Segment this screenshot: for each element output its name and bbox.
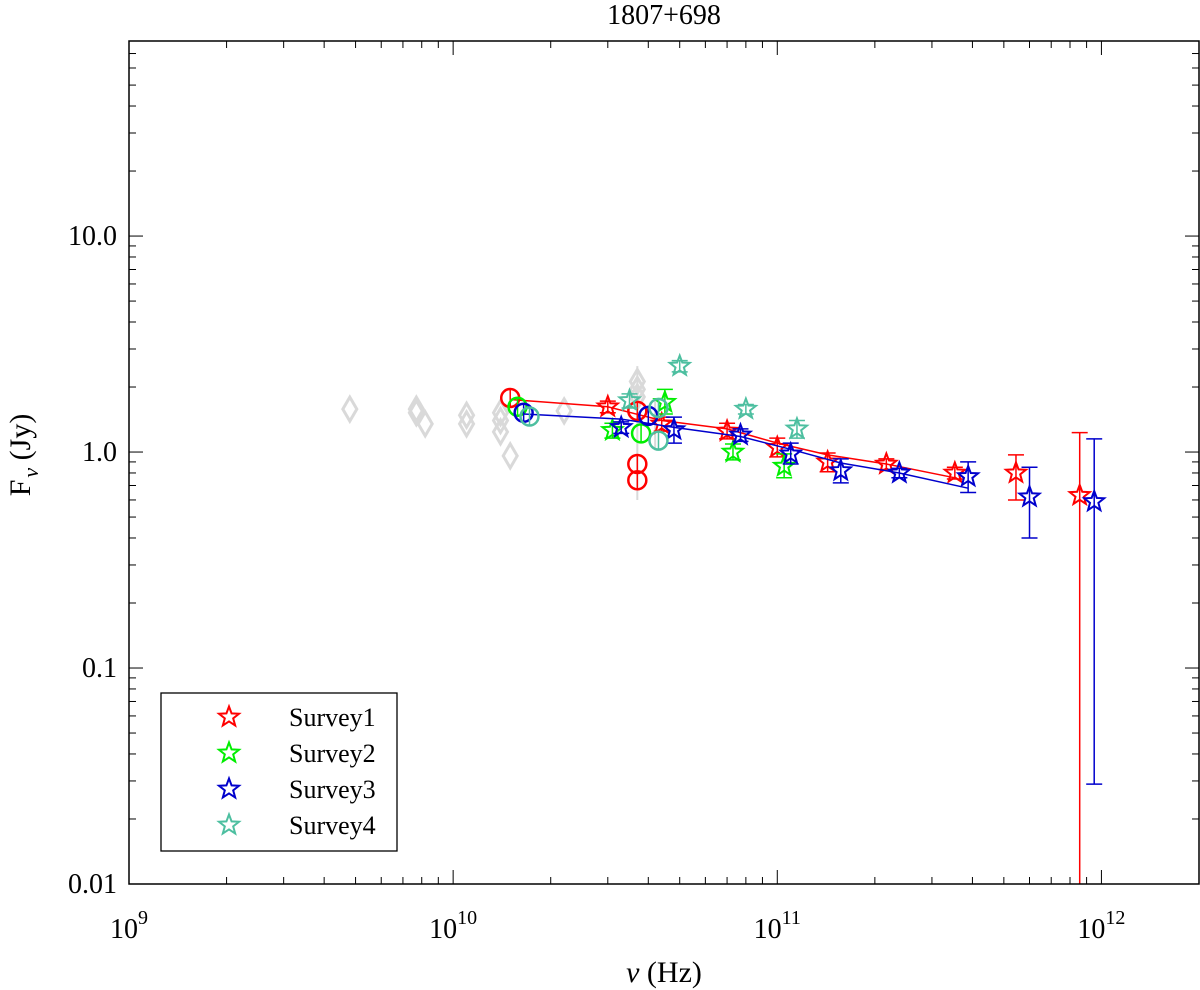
star-point — [714, 417, 740, 442]
star-point — [942, 459, 968, 484]
star-point — [595, 393, 621, 418]
y-axis-label: Fν (Jy) — [4, 414, 43, 497]
star-point — [720, 438, 746, 463]
plot-area — [341, 352, 1107, 884]
y-tick-label: 10.0 — [68, 221, 117, 252]
x-tick-label-base: 10 — [1077, 914, 1105, 945]
plot-frame — [128, 40, 1200, 885]
x-tick-label-exponent: 9 — [138, 907, 148, 929]
archival-diamond — [501, 440, 519, 471]
x-tick-label-base: 10 — [429, 914, 457, 945]
y-tick-label: 1.0 — [82, 437, 117, 468]
legend-star-survey3 — [216, 775, 242, 800]
fit-line-survey1 — [510, 398, 955, 479]
x-axis-label-unit: (Hz) — [647, 956, 702, 989]
star-point — [1066, 482, 1093, 507]
star-point — [955, 463, 981, 488]
x-axis-label-symbol: ν — [626, 956, 640, 989]
x-tick-label: 1010 — [429, 907, 477, 945]
star-point — [886, 459, 913, 484]
y-axis-label-unit: (Jy) — [4, 414, 37, 461]
y-axis-label-main: F — [4, 480, 37, 497]
archival-diamond — [416, 408, 434, 439]
legend: Survey1 Survey2 Survey3 Survey4 — [160, 692, 398, 852]
star-point — [873, 450, 900, 475]
star-point — [771, 452, 797, 477]
x-axis-label: ν (Hz) — [626, 956, 702, 989]
star-point — [599, 417, 626, 442]
archival-diamond — [341, 394, 359, 425]
y-tick-label: 0.1 — [82, 653, 117, 684]
star-point — [616, 387, 643, 412]
archival-diamond — [491, 397, 510, 428]
x-tick-label-base: 10 — [110, 914, 138, 945]
star-point — [777, 440, 804, 465]
star-point — [1003, 459, 1029, 484]
legend-label-survey3: Survey3 — [289, 775, 376, 804]
star-point — [828, 457, 854, 482]
x-tick-label-base: 10 — [754, 914, 782, 945]
star-point — [733, 395, 759, 420]
star-point — [1016, 483, 1043, 508]
legend-star-survey4 — [216, 811, 242, 836]
archival-diamond — [491, 416, 510, 447]
legend-label-survey2: Survey2 — [289, 739, 376, 768]
legend-items: Survey1 Survey2 Survey3 Survey4 — [216, 703, 376, 840]
x-tick-label: 1012 — [1077, 907, 1125, 945]
archival-diamond — [491, 405, 510, 436]
legend-label-survey4: Survey4 — [289, 811, 376, 840]
series-survey3 — [513, 402, 1107, 785]
y-axis-label-sub: ν — [18, 468, 43, 478]
x-tick-label-exponent: 10 — [457, 907, 477, 929]
fit-line-survey3 — [523, 413, 969, 489]
chart-title: 1807+698 — [607, 0, 721, 31]
x-tick-label-exponent: 12 — [1105, 907, 1125, 929]
legend-star-survey2 — [216, 739, 242, 764]
archival-diamond — [457, 408, 476, 439]
archival-diamond — [555, 395, 573, 426]
legend-star-survey1 — [216, 703, 242, 728]
star-point — [784, 415, 810, 440]
legend-label-survey1: Survey1 — [289, 703, 376, 732]
star-point — [1081, 488, 1107, 513]
star-point — [667, 352, 693, 377]
series-survey1 — [499, 387, 1093, 884]
archival-diamond — [407, 394, 426, 425]
x-tick-label: 109 — [110, 907, 148, 945]
x-tick-label: 1011 — [754, 907, 801, 945]
archival-diamond — [457, 400, 476, 431]
star-point — [649, 410, 675, 435]
star-point — [661, 416, 687, 441]
series-survey4 — [519, 352, 810, 451]
star-point — [727, 421, 754, 446]
star-point — [608, 414, 634, 439]
legend-box — [160, 692, 398, 852]
y-tick-label: 0.01 — [68, 869, 117, 900]
x-tick-label-exponent: 11 — [782, 907, 801, 929]
archival-diamond — [407, 397, 426, 428]
